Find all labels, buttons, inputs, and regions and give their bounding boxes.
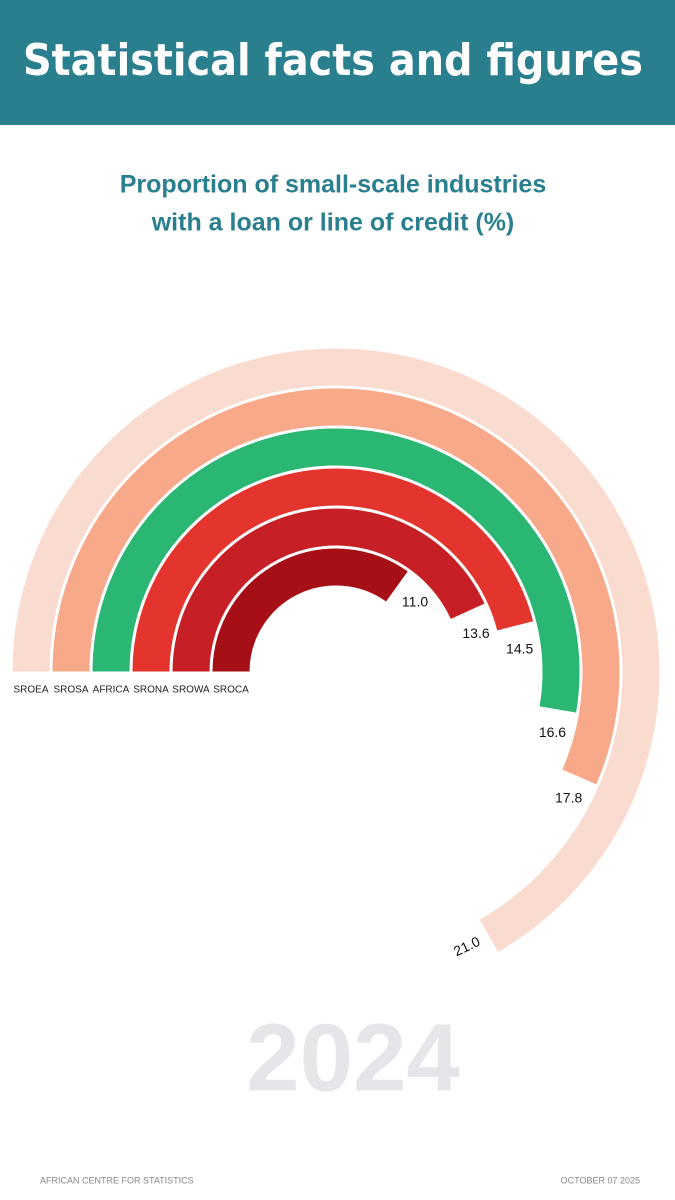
value-label: 14.5 [506, 641, 533, 657]
category-label: SROSA [53, 685, 88, 696]
category-label: SROCA [213, 685, 249, 696]
chart-title: Proportion of small-scale industries [120, 171, 546, 199]
value-label: 17.8 [555, 790, 582, 806]
radial-bar [211, 547, 410, 673]
radial-bar [91, 427, 581, 714]
radial-bar [131, 467, 535, 673]
plot: SROEA 21.0 SROSA 17.8 AFRICA 16.6 SRONA 14.5 SRO… [11, 347, 661, 959]
category-label: SRONA [133, 685, 169, 696]
chart-title: with a loan or line of credit (%) [151, 209, 515, 237]
footer-right: OCTOBER 07 2025 [561, 1175, 640, 1185]
value-label: 11.0 [402, 594, 428, 610]
radial-bar [11, 347, 661, 954]
value-label: 16.6 [539, 724, 566, 740]
category-label: SROEA [13, 685, 48, 696]
radial-bar [51, 387, 621, 786]
value-label: 13.6 [462, 625, 489, 641]
header-bar [0, 0, 675, 125]
header-title: Statistical facts and figures [23, 35, 643, 86]
value-label: 21.0 [451, 933, 483, 959]
footer-left: AFRICAN CENTRE FOR STATISTICS [40, 1175, 194, 1185]
category-label: SROWA [172, 685, 210, 696]
category-label: AFRICA [93, 685, 130, 696]
radial-bar [171, 507, 486, 673]
year: 2024 [246, 1004, 460, 1111]
